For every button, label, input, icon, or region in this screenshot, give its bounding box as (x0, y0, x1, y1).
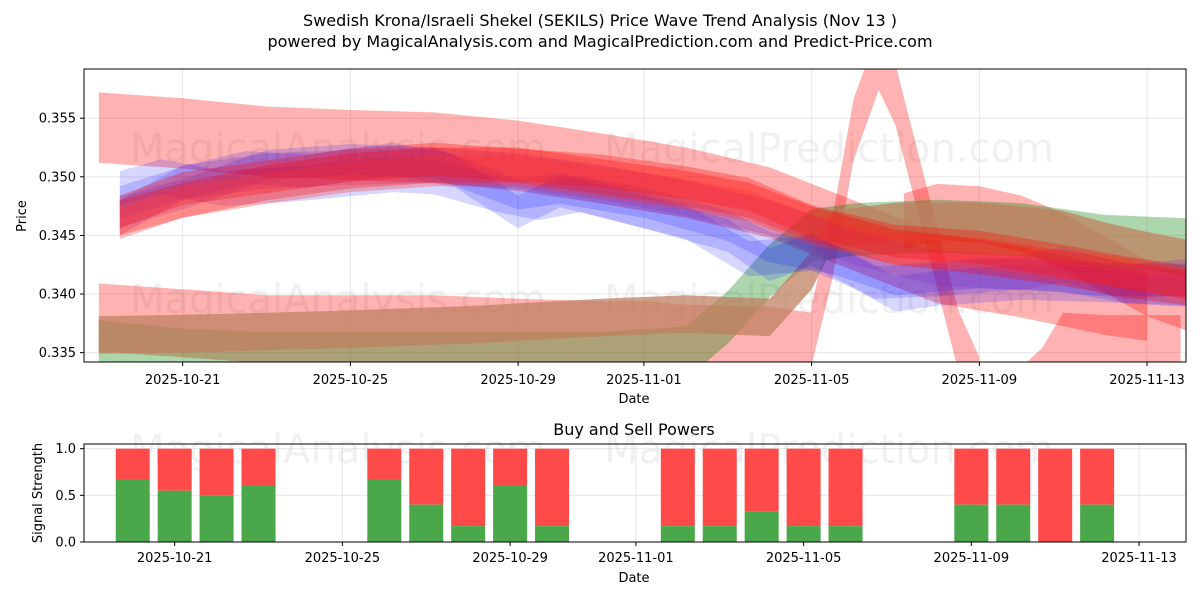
top-x-tick-label: 2025-10-29 (480, 373, 556, 388)
top-y-tick-label: 0.345 (39, 229, 76, 244)
buy-bar (996, 504, 1031, 542)
bottom-chart-title: Buy and Sell Powers (553, 420, 715, 439)
bottom-x-tick-label: 2025-10-29 (472, 551, 548, 566)
buy-bar (828, 526, 863, 542)
series-band-8 (119, 142, 1186, 299)
bottom-x-tick-label: 2025-11-05 (766, 551, 842, 566)
buy-bar (954, 504, 989, 542)
chart-title: Swedish Krona/Israeli Shekel (SEKILS) Pr… (303, 11, 897, 30)
buy-bar (660, 526, 695, 542)
buy-bar (367, 479, 402, 542)
top-y-tick-label: 0.340 (39, 288, 76, 303)
sell-bar (1080, 448, 1115, 505)
bottom-axes-frame (83, 443, 1187, 543)
sell-bar (493, 448, 528, 486)
top-x-tick-label: 2025-11-01 (606, 373, 682, 388)
buy-bar (451, 526, 486, 542)
bottom-bars-group (115, 448, 1115, 542)
buy-bar (241, 486, 276, 542)
sell-bar (535, 448, 570, 527)
top-y-tick-label: 0.355 (39, 112, 76, 127)
series-band-3 (1027, 312, 1181, 362)
bottom-x-tick-label: 2025-10-21 (137, 551, 213, 566)
top-x-tick-label: 2025-11-13 (1109, 373, 1185, 388)
top-x-axis-label: Date (618, 392, 649, 407)
top-x-tick-label: 2025-11-05 (774, 373, 850, 388)
series-band-13 (119, 155, 1186, 300)
bottom-x-tick-label: 2025-11-09 (934, 551, 1010, 566)
sell-bar (199, 448, 234, 496)
sell-bar (157, 448, 192, 491)
sell-bar (115, 448, 150, 480)
sell-bar (1038, 448, 1073, 542)
bottom-y-tick-label: 1.0 (55, 442, 76, 457)
sell-bar (451, 448, 486, 527)
bottom-x-tick-label: 2025-10-25 (305, 551, 381, 566)
series-band-11 (119, 147, 1186, 306)
sell-bar (660, 448, 695, 527)
buy-bar (115, 479, 150, 542)
series-band-7 (119, 156, 1186, 312)
sell-bar (702, 448, 737, 527)
chart-subtitle: powered by MagicalAnalysis.com and Magic… (267, 32, 932, 51)
series-band-0 (98, 92, 1147, 341)
buy-bar (786, 526, 821, 542)
buy-bar (157, 490, 192, 542)
top-x-tick-label: 2025-10-25 (313, 373, 389, 388)
series-band-5 (98, 199, 1186, 362)
sell-bar (786, 448, 821, 527)
top-y-tick-label: 0.350 (39, 170, 76, 185)
top-axes-frame (83, 68, 1187, 363)
bottom-x-tick-label: 2025-11-01 (598, 551, 674, 566)
series-band-9 (119, 144, 1186, 307)
buy-bar (199, 495, 234, 542)
bottom-y-tick-label: 0.5 (55, 489, 76, 504)
top-x-tick-label: 2025-10-21 (145, 373, 221, 388)
sell-bar (409, 448, 444, 505)
top-series-group (98, 69, 1186, 362)
top-x-tick-label: 2025-11-09 (942, 373, 1018, 388)
watermark-text: MagicalPrediction.com (604, 126, 1054, 172)
bottom-x-tick-label: 2025-11-13 (1101, 551, 1177, 566)
sell-bar (744, 448, 779, 512)
top-y-tick-label: 0.335 (39, 346, 76, 361)
series-band-2 (811, 69, 980, 362)
buy-bar (702, 526, 737, 542)
bottom-y-tick-label: 0.0 (55, 536, 76, 551)
buy-bar (493, 486, 528, 542)
bottom-y-axis-label: Signal Strength (31, 443, 46, 543)
sell-bar (954, 448, 989, 505)
series-band-6 (98, 202, 1186, 354)
buy-bar (409, 504, 444, 542)
buy-bar (1080, 504, 1115, 542)
sell-bar (996, 448, 1031, 505)
buy-bar (744, 511, 779, 542)
bottom-x-axis-label: Date (618, 571, 649, 586)
buy-bar (535, 526, 570, 542)
sell-bar (241, 448, 276, 486)
series-band-10 (119, 147, 1186, 300)
watermark-text: MagicalAnalysis.com (130, 126, 546, 172)
sell-bar (367, 448, 402, 480)
series-band-12 (119, 142, 1186, 299)
sell-bar (828, 448, 863, 527)
top-y-axis-label: Price (15, 200, 30, 232)
